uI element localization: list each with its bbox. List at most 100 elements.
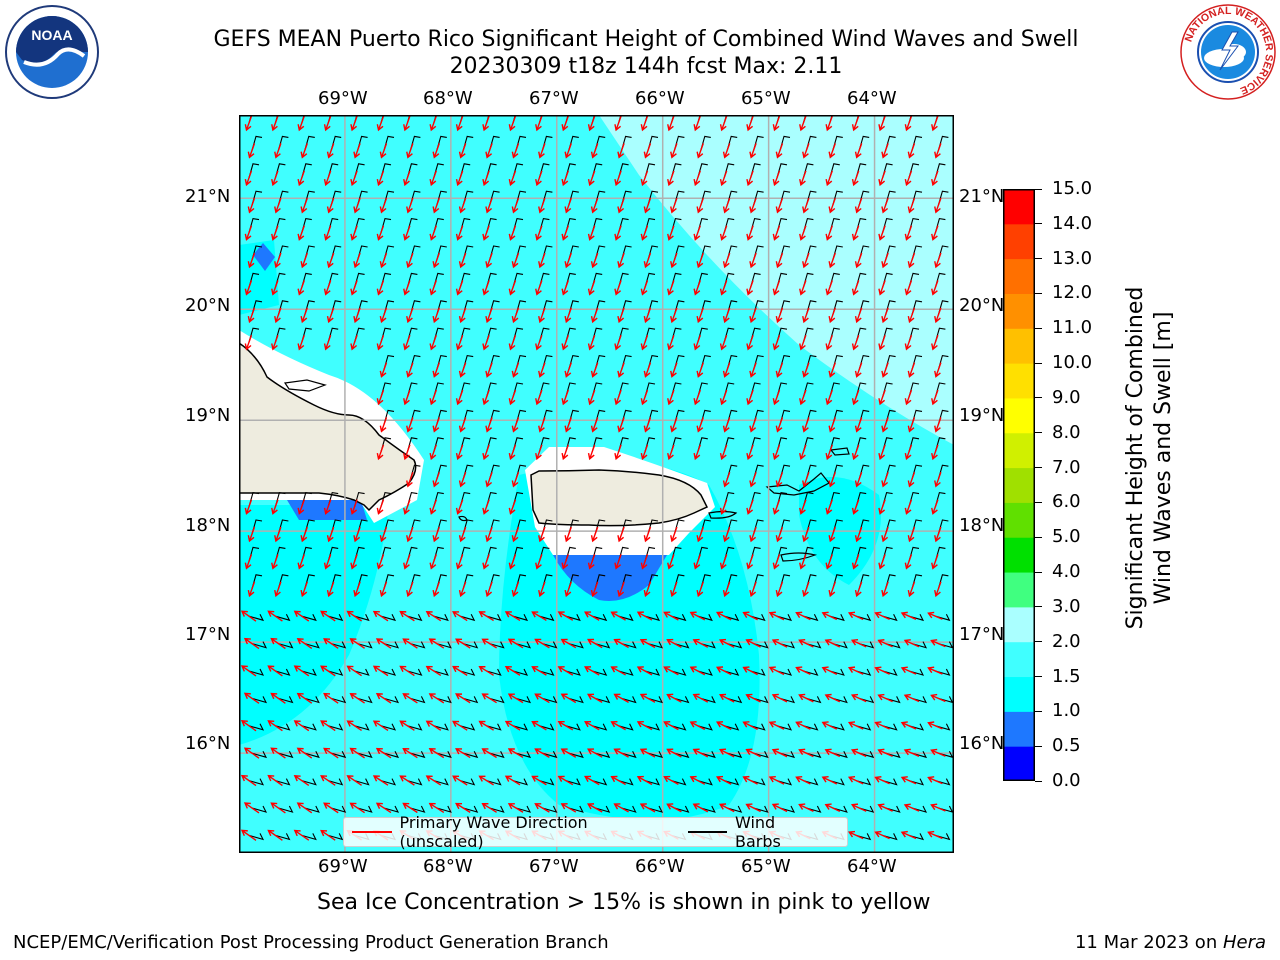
wave-direction-arrow (825, 170, 833, 187)
wave-direction-arrow (878, 170, 886, 187)
wave-direction-arrow (561, 115, 569, 132)
vector-glyph (300, 574, 315, 598)
vector-glyph (745, 748, 769, 759)
wind-barb (568, 750, 584, 759)
wave-direction-arrow (722, 417, 731, 433)
vector-glyph (584, 666, 608, 676)
vector-glyph (485, 519, 500, 543)
wave-direction-arrow (271, 499, 279, 515)
vector-glyph (692, 693, 716, 704)
wave-direction-arrow (244, 499, 253, 515)
vector-glyph (271, 163, 286, 187)
vector-glyph (293, 829, 317, 841)
wind-barb (433, 723, 449, 731)
wind-barb (515, 805, 532, 813)
wave-direction-arrow (878, 554, 886, 570)
wave-direction-arrow (927, 776, 943, 785)
vector-glyph (561, 546, 576, 570)
vector-glyph (297, 272, 312, 296)
vector-glyph (399, 610, 423, 622)
wave-direction-arrow (802, 417, 810, 433)
vector-glyph (375, 638, 400, 649)
colorbar-band (1003, 746, 1035, 782)
vector-glyph (508, 327, 524, 351)
vector-glyph (878, 437, 893, 461)
vector-glyph (696, 519, 711, 543)
wave-direction-arrow (775, 143, 784, 159)
wave-direction-arrow (746, 554, 754, 570)
wind-barb (621, 696, 637, 704)
wave-direction-arrow (851, 499, 860, 515)
wave-direction-arrow (372, 665, 389, 677)
colorbar-tick-mark (1035, 467, 1042, 469)
wind-barb (407, 668, 423, 676)
vector-glyph (511, 190, 527, 214)
vector-glyph (247, 190, 263, 214)
wave-direction-arrow (247, 143, 256, 159)
vector-glyph (851, 217, 867, 241)
wave-direction-arrow (904, 499, 913, 515)
wind-barb (410, 696, 426, 704)
vector-glyph (825, 382, 840, 406)
vector-glyph (881, 574, 896, 598)
vector-glyph (455, 638, 479, 649)
vector-glyph (749, 245, 764, 269)
wind-barb (278, 750, 294, 759)
vector-glyph (931, 491, 946, 515)
wave-direction-arrow (271, 170, 279, 187)
vector-glyph (851, 115, 860, 132)
vector-glyph (267, 829, 291, 841)
wave-direction-arrow (692, 693, 709, 703)
vector-glyph (799, 115, 807, 132)
vector-glyph (771, 803, 796, 813)
vector-glyph (403, 272, 418, 296)
wave-direction-arrow (535, 170, 543, 187)
vector-glyph (904, 382, 920, 406)
wind-barb (803, 723, 819, 731)
wave-direction-arrow (667, 115, 675, 132)
wave-direction-arrow (742, 775, 758, 785)
vector-glyph (485, 135, 500, 159)
vector-glyph (482, 437, 497, 461)
wave-direction-arrow (508, 554, 517, 570)
wave-direction-arrow (746, 334, 754, 351)
vector-glyph (907, 354, 923, 378)
vector-glyph (643, 574, 659, 598)
vector-glyph (825, 163, 840, 187)
wave-direction-arrow (799, 280, 807, 296)
lon-label-top-5: 64°W (847, 88, 897, 109)
vector-glyph (482, 163, 497, 187)
vector-glyph (379, 354, 395, 378)
vector-glyph (271, 327, 286, 351)
wave-direction-arrow (244, 280, 253, 296)
vector-glyph (854, 464, 870, 488)
wave-direction-arrow (851, 444, 860, 461)
wave-direction-arrow (402, 638, 418, 649)
vector-glyph (296, 638, 320, 649)
wave-direction-arrow (560, 693, 577, 704)
vector-glyph (323, 802, 347, 814)
colorbar-tick-mark (1035, 327, 1042, 329)
wave-direction-arrow (379, 143, 388, 159)
vector-glyph (560, 748, 584, 759)
wave-direction-arrow (881, 417, 889, 433)
wind-barb (568, 696, 584, 704)
wave-direction-arrow (293, 829, 310, 841)
wave-direction-arrow (350, 334, 358, 351)
wave-direction-arrow (323, 225, 332, 241)
vector-glyph (799, 546, 814, 570)
wave-direction-arrow (511, 143, 520, 159)
wave-direction-arrow (903, 639, 920, 648)
wave-direction-arrow (274, 581, 282, 598)
colorbar-tick-mark (1035, 641, 1042, 643)
wind-barb (671, 723, 687, 731)
vector-glyph (802, 245, 817, 269)
wind-barb (829, 613, 845, 622)
vector-glyph (640, 115, 649, 132)
wave-direction-arrow (746, 115, 754, 132)
vector-glyph (267, 610, 291, 622)
wave-direction-arrow (557, 775, 574, 786)
vector-glyph (903, 748, 928, 759)
vector-glyph (746, 382, 761, 406)
vector-glyph (617, 245, 632, 269)
